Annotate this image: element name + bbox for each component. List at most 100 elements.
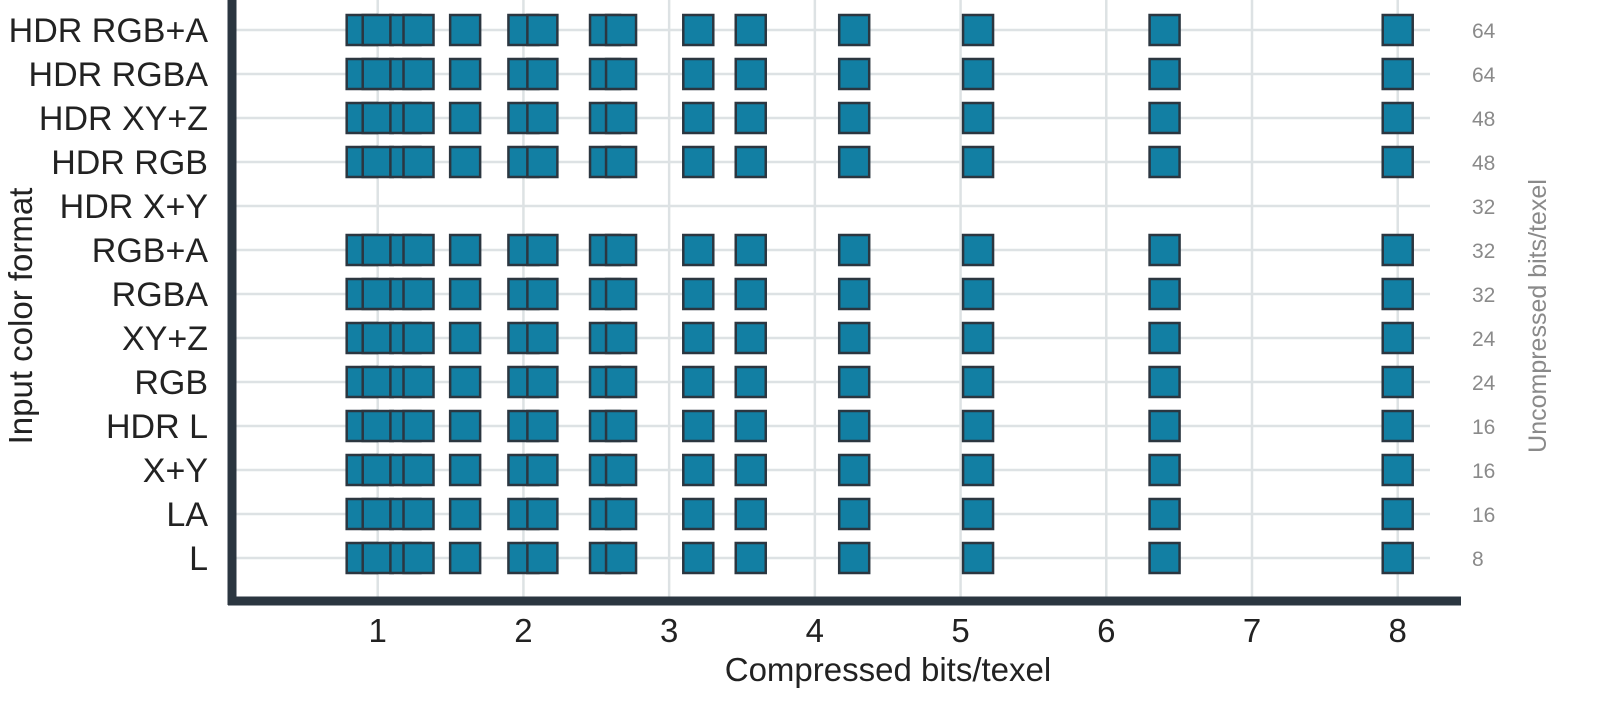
- uncompressed-bits-label: 64: [1472, 20, 1496, 43]
- data-point: [682, 13, 715, 47]
- data-point: [604, 277, 638, 311]
- data-point: [402, 365, 435, 399]
- data-point: [448, 13, 482, 47]
- data-point: [734, 409, 767, 443]
- category-label: HDR RGB: [51, 144, 208, 182]
- data-point: [682, 321, 715, 355]
- data-point: [961, 453, 995, 487]
- data-point: [682, 365, 715, 399]
- axes: [227, 0, 1461, 606]
- data-point: [526, 365, 559, 399]
- data-point: [402, 233, 435, 267]
- data-point: [682, 145, 715, 179]
- data-point: [604, 365, 638, 399]
- data-point: [604, 101, 638, 135]
- data-point: [1381, 57, 1414, 91]
- x-tick-labels: 1 2 3 4 5 6 7 8: [369, 612, 1407, 649]
- data-point: [361, 277, 394, 311]
- uncompressed-bits-label: 16: [1472, 504, 1495, 527]
- data-point: [402, 409, 435, 443]
- data-point: [448, 145, 482, 179]
- data-point: [448, 541, 482, 575]
- data-point: [1381, 497, 1414, 531]
- data-point: [961, 409, 995, 443]
- data-point: [448, 277, 482, 311]
- category-label: RGB: [134, 364, 208, 402]
- data-point: [1148, 13, 1181, 47]
- category-labels: HDR RGB+A HDR RGBA HDR XY+Z HDR RGB HDR X+Y R…: [9, 12, 209, 578]
- uncompressed-bits-label: 32: [1472, 284, 1495, 307]
- data-point: [734, 233, 767, 267]
- data-point: [361, 101, 394, 135]
- category-label: RGB+A: [92, 232, 209, 270]
- uncompressed-bits-label: 8: [1472, 548, 1484, 571]
- data-point: [682, 233, 715, 267]
- uncompressed-bits-label: 48: [1472, 108, 1495, 131]
- data-point: [526, 13, 559, 47]
- data-point: [734, 145, 767, 179]
- data-point: [734, 277, 767, 311]
- data-point: [1381, 409, 1414, 443]
- data-point: [448, 321, 482, 355]
- x-tick-label: 2: [514, 612, 532, 649]
- data-point: [604, 409, 638, 443]
- data-point: [604, 13, 638, 47]
- data-point: [734, 13, 767, 47]
- data-point: [361, 365, 394, 399]
- category-label: X+Y: [143, 452, 208, 490]
- x-tick-label: 4: [806, 612, 824, 649]
- data-point: [682, 541, 715, 575]
- data-markers: [345, 13, 1414, 575]
- data-point: [837, 277, 871, 311]
- data-point: [604, 145, 638, 179]
- data-point: [682, 409, 715, 443]
- uncompressed-bits-label: 16: [1472, 416, 1495, 439]
- data-point: [734, 541, 767, 575]
- data-point: [448, 365, 482, 399]
- data-point: [837, 453, 871, 487]
- data-point: [734, 101, 767, 135]
- data-point: [604, 497, 638, 531]
- data-point: [526, 541, 559, 575]
- data-point: [526, 57, 559, 91]
- category-label: HDR X+Y: [60, 188, 208, 226]
- data-point: [837, 409, 871, 443]
- uncompressed-bits-label: 48: [1472, 152, 1495, 175]
- x-tick-label: 1: [369, 612, 387, 649]
- data-point: [961, 541, 995, 575]
- data-point: [1148, 541, 1181, 575]
- data-point: [961, 13, 995, 47]
- x-tick-label: 6: [1097, 612, 1115, 649]
- y-axis-title: Input color format: [2, 188, 39, 445]
- data-point: [361, 13, 394, 47]
- uncompressed-bits-label: 64: [1472, 64, 1496, 87]
- data-point: [1148, 57, 1181, 91]
- right-axis-title: Uncompressed bits/texel: [1524, 179, 1552, 453]
- data-point: [448, 497, 482, 531]
- category-label: L: [189, 540, 208, 578]
- data-point: [361, 321, 394, 355]
- data-point: [402, 497, 435, 531]
- data-point: [526, 233, 559, 267]
- data-point: [734, 57, 767, 91]
- category-label: HDR XY+Z: [39, 100, 208, 138]
- data-point: [682, 453, 715, 487]
- data-point: [526, 277, 559, 311]
- data-point: [361, 409, 394, 443]
- data-point: [361, 57, 394, 91]
- data-point: [526, 453, 559, 487]
- data-point: [1148, 409, 1181, 443]
- category-label: RGBA: [112, 276, 209, 314]
- data-point: [961, 365, 995, 399]
- data-point: [604, 453, 638, 487]
- data-point: [1148, 453, 1181, 487]
- category-label: XY+Z: [122, 320, 208, 358]
- uncompressed-bits-label: 16: [1472, 460, 1495, 483]
- uncompressed-bits-label: 32: [1472, 196, 1495, 219]
- data-point: [682, 57, 715, 91]
- data-point: [961, 145, 995, 179]
- data-point: [1148, 101, 1181, 135]
- data-point: [448, 453, 482, 487]
- data-point: [1148, 233, 1181, 267]
